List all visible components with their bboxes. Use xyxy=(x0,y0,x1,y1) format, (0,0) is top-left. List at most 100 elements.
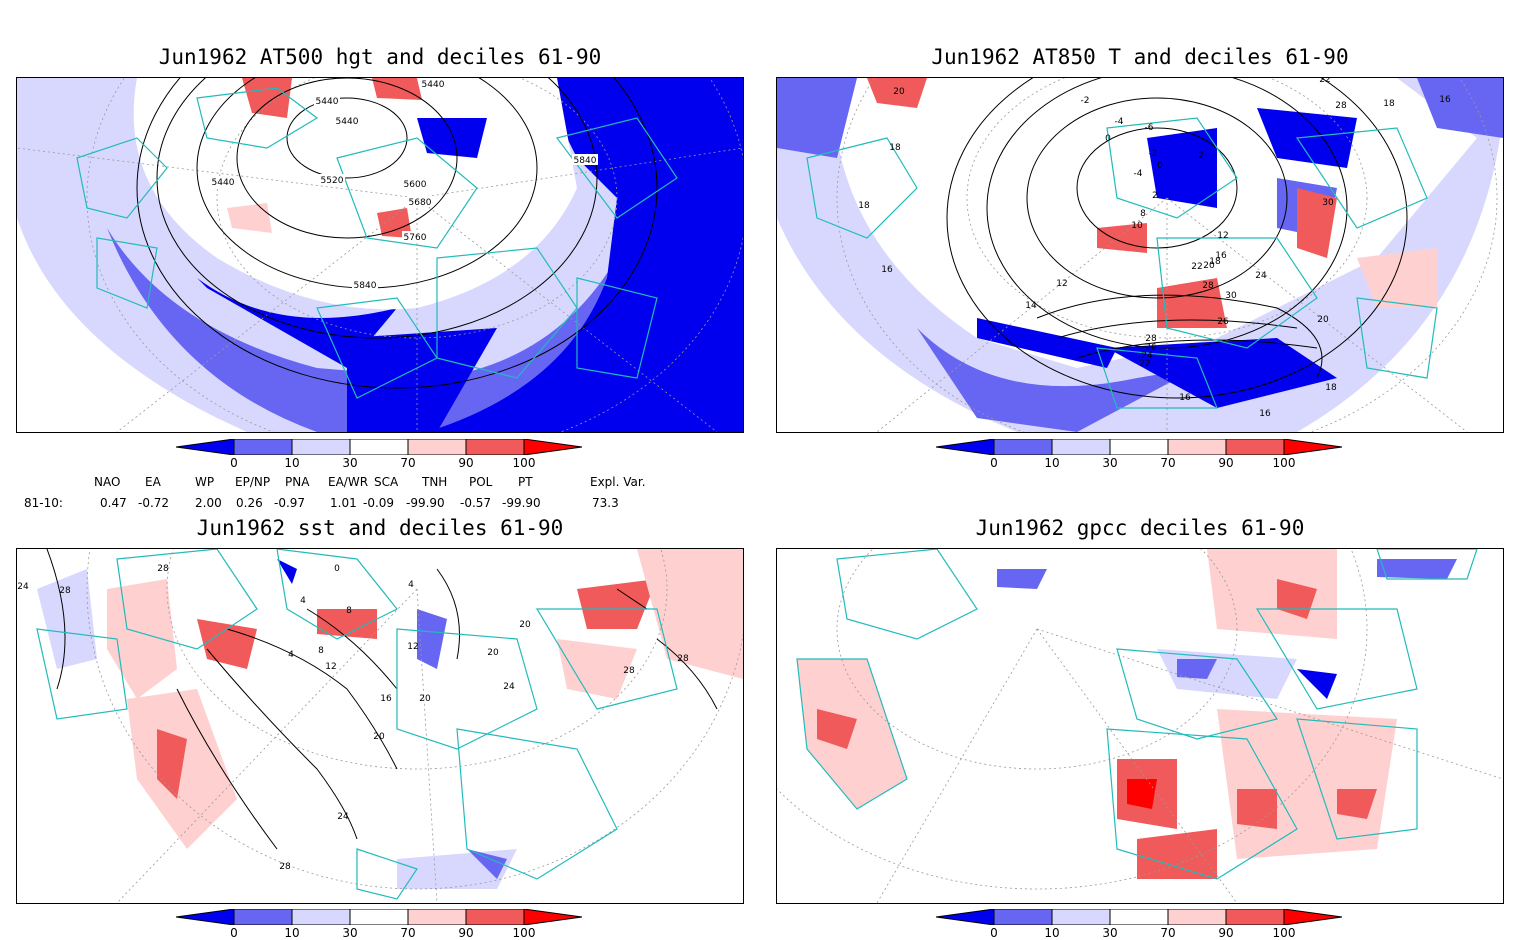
contour-label: 12 xyxy=(1056,279,1067,289)
contour-label: 20 xyxy=(519,620,531,630)
colorbar-1: 0 10 30 70 90 100 xyxy=(175,438,586,470)
contour-label: 18 xyxy=(858,201,870,211)
contour-label: 26 xyxy=(1145,343,1157,353)
colorbar-tick: 70 xyxy=(400,926,416,940)
index-value: -0.97 xyxy=(274,496,306,510)
map-panel-at500-hgt: 5440 5440 5440 5440 5520 5600 5680 5760 … xyxy=(16,77,744,433)
contour-label: 20 xyxy=(1317,315,1329,325)
contour-label: -4 xyxy=(1115,117,1124,127)
contour-label: 24 xyxy=(1141,351,1153,361)
colorbar-tick: 70 xyxy=(1160,456,1176,470)
map-panel-at850-t: 20 18 18 16 -2 -4 -6 0 2 -4 -2 0 2 8 10 … xyxy=(776,77,1504,433)
index-header: SCA xyxy=(374,475,399,489)
colorbar-tick: 0 xyxy=(990,456,998,470)
contour-label: 5440 xyxy=(422,80,445,90)
colorbar-tick: 30 xyxy=(342,456,358,470)
contour-label: -2 xyxy=(1081,96,1090,106)
contour-label: 18 xyxy=(889,143,901,153)
colorbar-2: 0 10 30 70 90 100 xyxy=(935,438,1346,470)
colorbar-tick: 100 xyxy=(1272,926,1296,940)
index-value: -0.57 xyxy=(460,496,492,510)
contour-label: 20 xyxy=(373,732,385,742)
contour-label: 24 xyxy=(337,812,349,822)
contour-label: 16 xyxy=(380,694,392,704)
colorbar-tick: 90 xyxy=(1218,456,1234,470)
contour-label: 22 xyxy=(1191,262,1202,272)
contour-label: 5440 xyxy=(316,97,339,107)
contour-label: 8 xyxy=(318,646,324,656)
contour-label: 5840 xyxy=(574,156,597,166)
colorbar-swatches xyxy=(175,438,583,456)
index-value: -0.72 xyxy=(138,496,170,510)
panel-4-title: Jun1962 gpcc deciles 61-90 xyxy=(975,516,1305,540)
contour-label: -4 xyxy=(1134,169,1143,179)
contour-label: 4 xyxy=(288,650,294,660)
index-value: -0.09 xyxy=(363,496,395,510)
contour-label: 12 xyxy=(325,662,336,672)
index-header: EA/WR xyxy=(328,475,369,489)
contour-label: 5440 xyxy=(212,178,235,188)
contour-label: 20 xyxy=(1203,261,1215,271)
index-value: 1.01 xyxy=(330,496,357,510)
contour-label: 5840 xyxy=(354,281,377,291)
index-value: 0.26 xyxy=(236,496,263,510)
contour-label: 14 xyxy=(1025,301,1037,311)
contour-label: 28 xyxy=(59,586,71,596)
contour-label: 12 xyxy=(1217,231,1228,241)
colorbar-tick: 30 xyxy=(1102,926,1118,940)
index-value: -99.90 xyxy=(502,496,541,510)
contour-label: 0 xyxy=(334,564,340,574)
contour-label: 12 xyxy=(407,642,418,652)
contour-label: 22 xyxy=(1319,78,1330,85)
index-row-label: 81-10: xyxy=(24,496,63,510)
contour-label: 18 xyxy=(1325,383,1337,393)
index-header: NAO xyxy=(94,475,121,489)
index-value: 2.00 xyxy=(195,496,222,510)
contour-label: -6 xyxy=(1145,123,1154,133)
contour-label: 16 xyxy=(1439,95,1451,105)
index-header: PT xyxy=(518,475,533,489)
contour-label: -2 xyxy=(1149,149,1158,159)
colorbar-tick: 30 xyxy=(1102,456,1118,470)
index-value: -99.90 xyxy=(406,496,445,510)
colorbar-swatches xyxy=(175,908,583,926)
index-header: EA xyxy=(145,475,161,489)
colorbar-tick: 90 xyxy=(458,456,474,470)
colorbar-tick: 10 xyxy=(284,456,300,470)
contour-label: 5600 xyxy=(404,180,427,190)
contour-label: 18 xyxy=(1383,99,1395,109)
panel-1-title: Jun1962 AT500 hgt and deciles 61-90 xyxy=(158,45,602,69)
contour-label: 5440 xyxy=(336,117,359,127)
colorbar-tick: 0 xyxy=(230,926,238,940)
contour-label: 16 xyxy=(1215,251,1227,261)
contour-label: 24 xyxy=(17,582,29,592)
colorbar-tick: 0 xyxy=(990,926,998,940)
colorbar-3: 0 10 30 70 90 100 xyxy=(175,908,586,940)
colorbar-tick: 10 xyxy=(1044,926,1060,940)
contour-label: 28 xyxy=(623,666,635,676)
map-panel-sst: 24 28 28 0 4 4 8 12 4 8 12 16 20 24 28 2… xyxy=(16,548,744,904)
contour-label: 16 xyxy=(1259,409,1271,419)
contour-label: 0 xyxy=(1105,134,1111,144)
map-panel-gpcc xyxy=(776,548,1504,904)
contour-label: 28 xyxy=(157,564,169,574)
colorbar-tick: 70 xyxy=(1160,926,1176,940)
colorbar-tick: 90 xyxy=(1218,926,1234,940)
index-header: EP/NP xyxy=(235,475,271,489)
colorbar-swatches xyxy=(935,908,1343,926)
colorbar-tick: 10 xyxy=(284,926,300,940)
colorbar-4: 0 10 30 70 90 100 xyxy=(935,908,1346,940)
colorbar-tick: 70 xyxy=(400,456,416,470)
index-header: POL xyxy=(469,475,493,489)
contour-label: 22 xyxy=(1139,359,1150,369)
colorbar-tick: 0 xyxy=(230,456,238,470)
contour-label: 24 xyxy=(1255,271,1267,281)
contour-label: 20 xyxy=(487,648,499,658)
contour-label: 26 xyxy=(1217,317,1229,327)
colorbar-tick: 100 xyxy=(1272,456,1296,470)
colorbar-tick: 30 xyxy=(342,926,358,940)
panel-2-title: Jun1962 AT850 T and deciles 61-90 xyxy=(931,45,1349,69)
contour-label: 2 xyxy=(1198,151,1204,161)
contour-label: 18 xyxy=(1209,257,1221,267)
contour-label: 20 xyxy=(419,694,431,704)
